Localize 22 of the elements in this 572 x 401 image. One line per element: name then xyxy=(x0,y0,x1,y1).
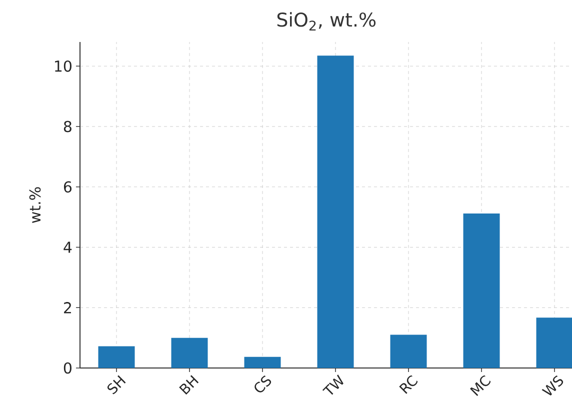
x-tick-label: SH xyxy=(107,375,126,394)
y-tick-label: 0 xyxy=(64,362,72,374)
y-tick-label: 2 xyxy=(64,302,71,314)
x-tick-label: RC xyxy=(399,375,418,394)
bar xyxy=(317,56,354,368)
x-tick-label: CS xyxy=(254,376,272,392)
bar xyxy=(463,213,500,368)
bar xyxy=(171,338,208,368)
x-tick-label: WS xyxy=(542,376,564,396)
bar xyxy=(536,318,572,368)
bar xyxy=(98,346,135,368)
bar xyxy=(390,334,427,368)
x-tick-label: MC xyxy=(470,375,491,396)
chart-title: SiO$_{2}$, wt.% xyxy=(277,12,376,30)
y-tick-label: 10 xyxy=(55,60,72,72)
x-tick-label: BH xyxy=(179,375,199,395)
y-tick-label: 6 xyxy=(64,181,72,193)
x-tick-label: TW xyxy=(322,374,344,395)
y-tick-label: 4 xyxy=(64,242,72,253)
bar xyxy=(244,356,281,368)
y-axis-title: wt.% xyxy=(29,187,41,223)
y-tick-label: 8 xyxy=(64,120,72,132)
